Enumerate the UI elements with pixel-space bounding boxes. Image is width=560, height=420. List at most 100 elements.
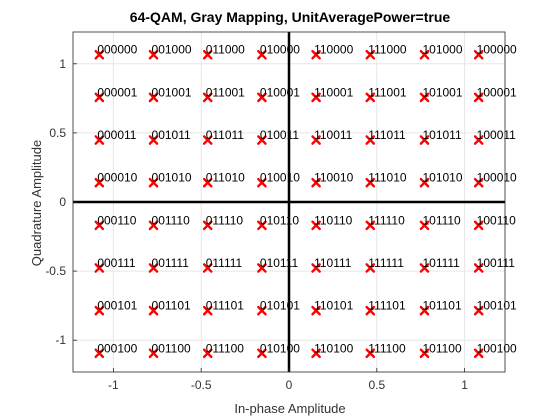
- marker-stroke: [311, 92, 321, 103]
- point-label: 000100: [97, 341, 137, 355]
- constellation-point: [148, 348, 159, 359]
- point-label: 011111: [206, 256, 243, 270]
- marker-stroke: [473, 348, 484, 359]
- point-label: 110110: [314, 213, 353, 227]
- x-tick-label: -0.5: [191, 378, 212, 392]
- constellation-point: [257, 177, 267, 188]
- point-label: 001001: [152, 85, 192, 99]
- marker-stroke: [365, 263, 376, 273]
- point-label: 101000: [422, 43, 462, 57]
- constellation-point: [94, 49, 105, 60]
- marker-stroke: [311, 135, 321, 145]
- marker-stroke: [202, 49, 213, 60]
- point-label: 000000: [97, 43, 137, 57]
- point-label: 110100: [314, 341, 353, 355]
- x-axis-label: In-phase Amplitude: [234, 401, 345, 416]
- constellation-point: [94, 348, 105, 359]
- point-label: 001101: [152, 299, 191, 313]
- constellation-points: [94, 49, 484, 359]
- constellation-point: [94, 220, 105, 231]
- marker-stroke: [202, 135, 213, 145]
- marker-stroke: [419, 220, 430, 231]
- point-label: 101010: [422, 171, 462, 185]
- marker-stroke: [94, 305, 105, 316]
- marker-stroke: [365, 177, 376, 188]
- marker-stroke: [257, 49, 267, 60]
- point-label: 101100: [422, 341, 461, 355]
- marker-stroke: [365, 49, 376, 60]
- constellation-point: [365, 348, 376, 359]
- marker-stroke: [202, 220, 213, 231]
- marker-stroke: [257, 305, 267, 316]
- constellation-point: [202, 49, 213, 60]
- constellation-point: [311, 92, 321, 103]
- marker-stroke: [311, 220, 321, 231]
- marker-stroke: [257, 263, 267, 273]
- point-label: 010101: [260, 299, 300, 313]
- marker-stroke: [202, 177, 213, 188]
- marker-stroke: [148, 177, 159, 188]
- constellation-point: [257, 348, 267, 359]
- point-label: 101111: [422, 256, 460, 270]
- point-label: 101001: [422, 85, 462, 99]
- constellation-point: [419, 263, 430, 273]
- marker-stroke: [148, 49, 159, 60]
- point-label: 110011: [314, 128, 353, 142]
- constellation-point: [365, 49, 376, 60]
- constellation-point: [257, 92, 267, 103]
- marker-stroke: [365, 135, 376, 145]
- constellation-point: [473, 177, 484, 188]
- marker-stroke: [311, 49, 321, 60]
- point-label: 000011: [97, 128, 136, 142]
- point-label: 111100: [368, 341, 406, 355]
- point-label: 000110: [97, 213, 136, 227]
- point-label: 111111: [368, 256, 404, 270]
- constellation-point: [311, 305, 321, 316]
- constellation-point: [419, 220, 430, 231]
- constellation-point: [419, 92, 430, 103]
- constellation-point: [419, 177, 430, 188]
- point-label: 100110: [477, 213, 516, 227]
- marker-stroke: [419, 263, 430, 273]
- marker-stroke: [365, 305, 376, 316]
- point-label: 000001: [97, 85, 137, 99]
- constellation-point: [202, 263, 213, 273]
- point-label: 111010: [368, 171, 407, 185]
- point-label: 010100: [260, 341, 300, 355]
- marker-stroke: [257, 177, 267, 188]
- point-label: 101101: [422, 299, 461, 313]
- point-label: 111000: [368, 43, 407, 57]
- constellation-point: [365, 92, 376, 103]
- point-label: 001111: [152, 256, 190, 270]
- y-tick-label: 0: [59, 195, 66, 209]
- constellation-point: [473, 263, 484, 273]
- marker-stroke: [94, 348, 105, 359]
- point-label: 111001: [368, 85, 407, 99]
- marker-stroke: [94, 92, 105, 103]
- constellation-point: [94, 177, 105, 188]
- point-label: 100111: [477, 256, 516, 270]
- marker-stroke: [311, 263, 321, 273]
- constellation-point: [148, 92, 159, 103]
- y-axis-ticks: -1 -0.5 0 0.5 1: [45, 57, 77, 347]
- point-label: 000101: [97, 299, 137, 313]
- marker-stroke: [311, 348, 321, 359]
- point-label: 001100: [152, 341, 191, 355]
- marker-stroke: [257, 220, 267, 231]
- y-tick-label: 0.5: [49, 126, 66, 140]
- point-label: 001010: [152, 171, 192, 185]
- point-label: 111110: [368, 213, 405, 227]
- marker-stroke: [311, 305, 321, 316]
- constellation-point: [257, 49, 267, 60]
- marker-stroke: [94, 49, 105, 60]
- marker-stroke: [148, 92, 159, 103]
- constellation-point: [94, 305, 105, 316]
- constellation-point: [202, 305, 213, 316]
- constellation-point: [257, 263, 267, 273]
- constellation-point: [419, 305, 430, 316]
- marker-stroke: [473, 135, 484, 145]
- marker-stroke: [419, 92, 430, 103]
- marker-stroke: [257, 135, 267, 145]
- marker-stroke: [419, 177, 430, 188]
